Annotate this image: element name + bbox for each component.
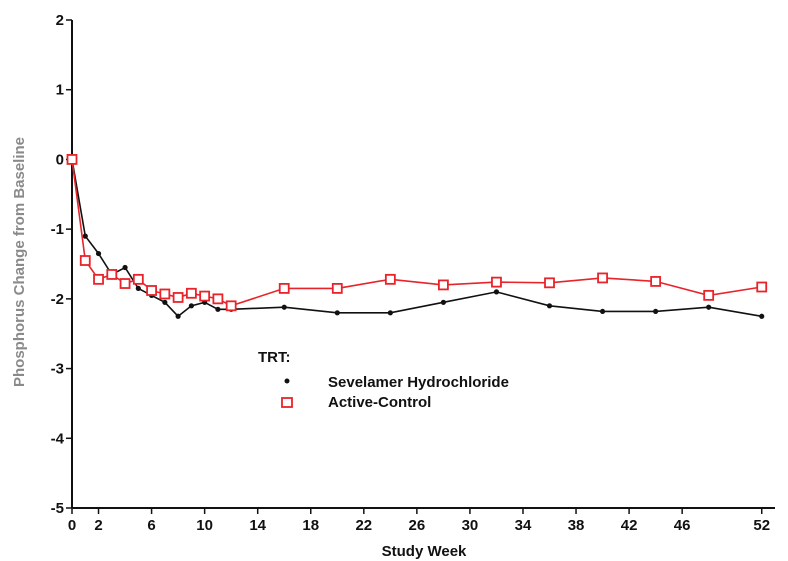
data-point [334,310,340,316]
x-tick-label: 46 [674,517,691,534]
data-point [66,154,78,165]
data-point [79,255,91,266]
data-point [212,293,224,305]
data-point [706,304,712,310]
data-point [281,304,287,310]
data-point [199,290,211,302]
y-tick-label: 1 [56,82,64,99]
x-tick-label: 34 [515,517,532,534]
data-point [95,250,102,257]
data-point [437,279,449,291]
legend-title: TRT: [258,349,291,366]
data-point [172,292,184,303]
y-axis-title: Phosphorus Change from Baseline [11,137,28,387]
series-layer [66,154,768,319]
axes [71,20,775,509]
x-tick-label: 10 [196,517,213,534]
data-point [122,264,128,271]
data-point [225,300,237,312]
data-point [331,282,343,294]
y-tick-label: 2 [56,12,64,29]
data-point [650,276,662,287]
x-tick-label: 22 [355,517,372,534]
x-tick-label: 38 [568,517,585,534]
legend-label-active-control: Active-Control [328,394,431,411]
x-tick-label: 6 [147,517,155,534]
data-point [387,310,393,316]
y-tick-label: -5 [51,500,64,517]
series-sevelamer [69,156,765,319]
data-point [278,282,290,294]
x-tick-label: 52 [753,517,770,534]
x-tick-label: 18 [302,517,319,534]
x-tick-label: 2 [94,517,102,534]
legend-marker-sevelamer [284,378,290,384]
data-point [440,299,446,305]
data-point [159,288,171,300]
data-point [491,276,502,288]
x-tick-label: 30 [462,517,479,534]
legend-label-sevelamer: Sevelamer Hydrochloride [328,374,509,391]
x-tick-label: 26 [409,517,426,534]
series-active-control [66,154,768,312]
data-point [703,289,715,301]
x-axis-title: Study Week [382,543,467,560]
data-point [756,281,768,293]
data-point [653,308,659,315]
data-point [188,303,194,309]
data-point [175,313,181,319]
y-tick-label: -4 [51,430,65,447]
x-tick-label: 42 [621,517,638,534]
data-point [82,233,88,239]
y-tick-label: -2 [51,291,64,308]
data-point [106,269,118,280]
data-point [93,273,104,285]
data-point [135,285,141,291]
data-point [162,299,168,305]
y-ticks: 2 1 0 -1 -2 -3 -4 -5 [51,12,72,517]
data-point [119,278,131,289]
legend: TRT: Sevelamer Hydrochloride Active-Cont… [258,349,509,411]
data-point [132,273,144,285]
data-point [544,277,555,289]
data-point [546,303,553,309]
data-point [759,313,765,319]
data-point [599,308,606,315]
x-tick-label: 0 [68,517,76,534]
y-tick-label: -1 [51,221,64,238]
y-tick-label: 0 [56,151,64,168]
data-point [215,306,221,312]
data-point [146,285,157,296]
x-ticks: 0 2 6 10 14 18 22 26 30 34 38 42 46 52 [68,508,770,534]
data-point [493,289,500,295]
data-point [185,287,197,299]
x-tick-label: 14 [249,517,266,534]
data-point [384,273,396,285]
data-point [597,272,608,284]
legend-marker-active-control [281,397,293,408]
y-tick-label: -3 [51,361,64,378]
